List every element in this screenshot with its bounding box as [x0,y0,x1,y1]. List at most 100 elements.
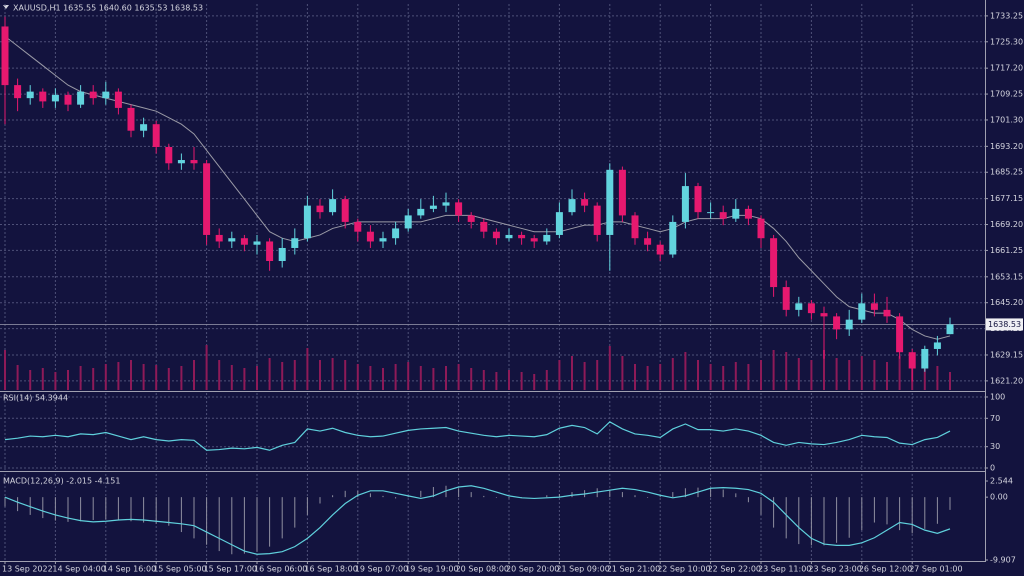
candle-body [946,324,954,335]
candle-body [845,319,853,330]
signal-line [4,485,951,555]
candle-body [303,205,311,239]
x-tick-label: 19 Sep 07:00 [355,565,408,574]
candle-body [203,163,211,235]
x-tick-label: 23 Sep 23:00 [808,565,861,574]
candle-body [707,212,715,214]
x-tick-label: 14 Sep 16:00 [103,565,156,574]
candle-body [51,94,59,102]
x-tick-label: 21 Sep 09:00 [556,565,609,574]
candle-body [883,309,891,317]
candle-body [392,228,400,239]
candle-body [505,234,513,239]
candle-body [89,91,97,99]
candle-body [140,124,148,131]
x-tick-label: 15 Sep 17:00 [204,565,257,574]
candle-body [757,218,765,239]
y-tick-label: 2.544 [990,477,1013,486]
candle-body [719,212,727,219]
candle-body [39,91,47,102]
candle-body [908,352,916,369]
x-tick-label: 26 Sep 12:00 [859,565,912,574]
candle-body [152,124,160,147]
x-tick-label: 15 Sep 05:00 [153,565,206,574]
candle-body [102,91,110,99]
candle-body [228,238,236,242]
y-tick-label: 0.00 [990,493,1008,502]
candle-body [190,160,198,164]
candle-body [807,303,815,314]
candle-body [518,234,526,239]
candle-body [467,215,475,222]
candle-body [429,205,437,209]
last-price-box [986,318,1023,331]
panel-title: XAUUSD,H1 1635.55 1640.60 1635.53 1638.5… [13,4,203,13]
candle-body [543,234,551,242]
y-tick-label: 1661.25 [990,246,1023,255]
candle-body [480,221,488,232]
candle-body [568,199,576,213]
candle-body [404,215,412,229]
x-tick-label: 13 Sep 2022 [2,565,53,574]
candle-body [417,208,425,216]
candle-body [921,348,929,369]
candle-body [833,316,841,330]
y-tick-label: 100 [990,392,1005,401]
candle-body [795,303,803,310]
candle-body [354,221,362,232]
candle-body [933,342,941,349]
candle-body [26,91,34,99]
candle-body [820,313,828,317]
y-tick-label: 1677.15 [990,194,1023,203]
y-tick-label: 30 [990,442,1000,451]
x-tick-label: 22 Sep 10:00 [657,565,710,574]
candle-body [530,238,538,242]
candle-body [656,244,664,255]
moving-average [4,35,951,340]
candle-body [770,238,778,288]
candle-body [870,303,878,310]
candle-body [606,169,614,235]
y-tick-label: 1733.25 [990,11,1023,20]
indicator-line [4,421,951,451]
candle-body [593,205,601,235]
candle-body [366,231,374,242]
candle-body [127,107,135,131]
candle-body [618,169,626,216]
candle-body [253,241,261,245]
last-price-label: 1638.53 [988,320,1021,329]
candle-body [744,208,752,219]
candle-body [694,186,702,213]
candle-body [215,234,223,242]
candle-body [14,85,22,99]
candle-body [291,238,299,248]
x-tick-label: 21 Sep 21:00 [607,565,660,574]
y-tick-label: 1621.20 [990,376,1023,385]
candle-body [669,221,677,255]
y-tick-label: 1725.30 [990,37,1023,46]
panel-title: MACD(12,26,9) -2.015 -4.151 [3,477,120,486]
candle-body [858,303,866,320]
candle-body [581,199,589,206]
y-tick-label: -9.907 [990,556,1016,565]
candle-body [341,199,349,222]
y-tick-label: 1693.20 [990,142,1023,151]
y-tick-label: 1669.20 [990,220,1023,229]
candle-body [442,202,450,206]
panel-title: RSI(14) 54.3944 [3,394,68,403]
candle-body [732,208,740,219]
candle-body [379,238,387,242]
y-tick-label: 1709.25 [990,90,1023,99]
candle-body [631,215,639,239]
candle-body [1,26,9,86]
x-tick-label: 20 Sep 08:00 [456,565,509,574]
candle-body [316,205,324,213]
y-tick-label: 0 [990,464,995,473]
x-tick-label: 22 Sep 22:00 [708,565,761,574]
candle-body [240,238,248,245]
x-tick-label: 16 Sep 06:00 [254,565,307,574]
